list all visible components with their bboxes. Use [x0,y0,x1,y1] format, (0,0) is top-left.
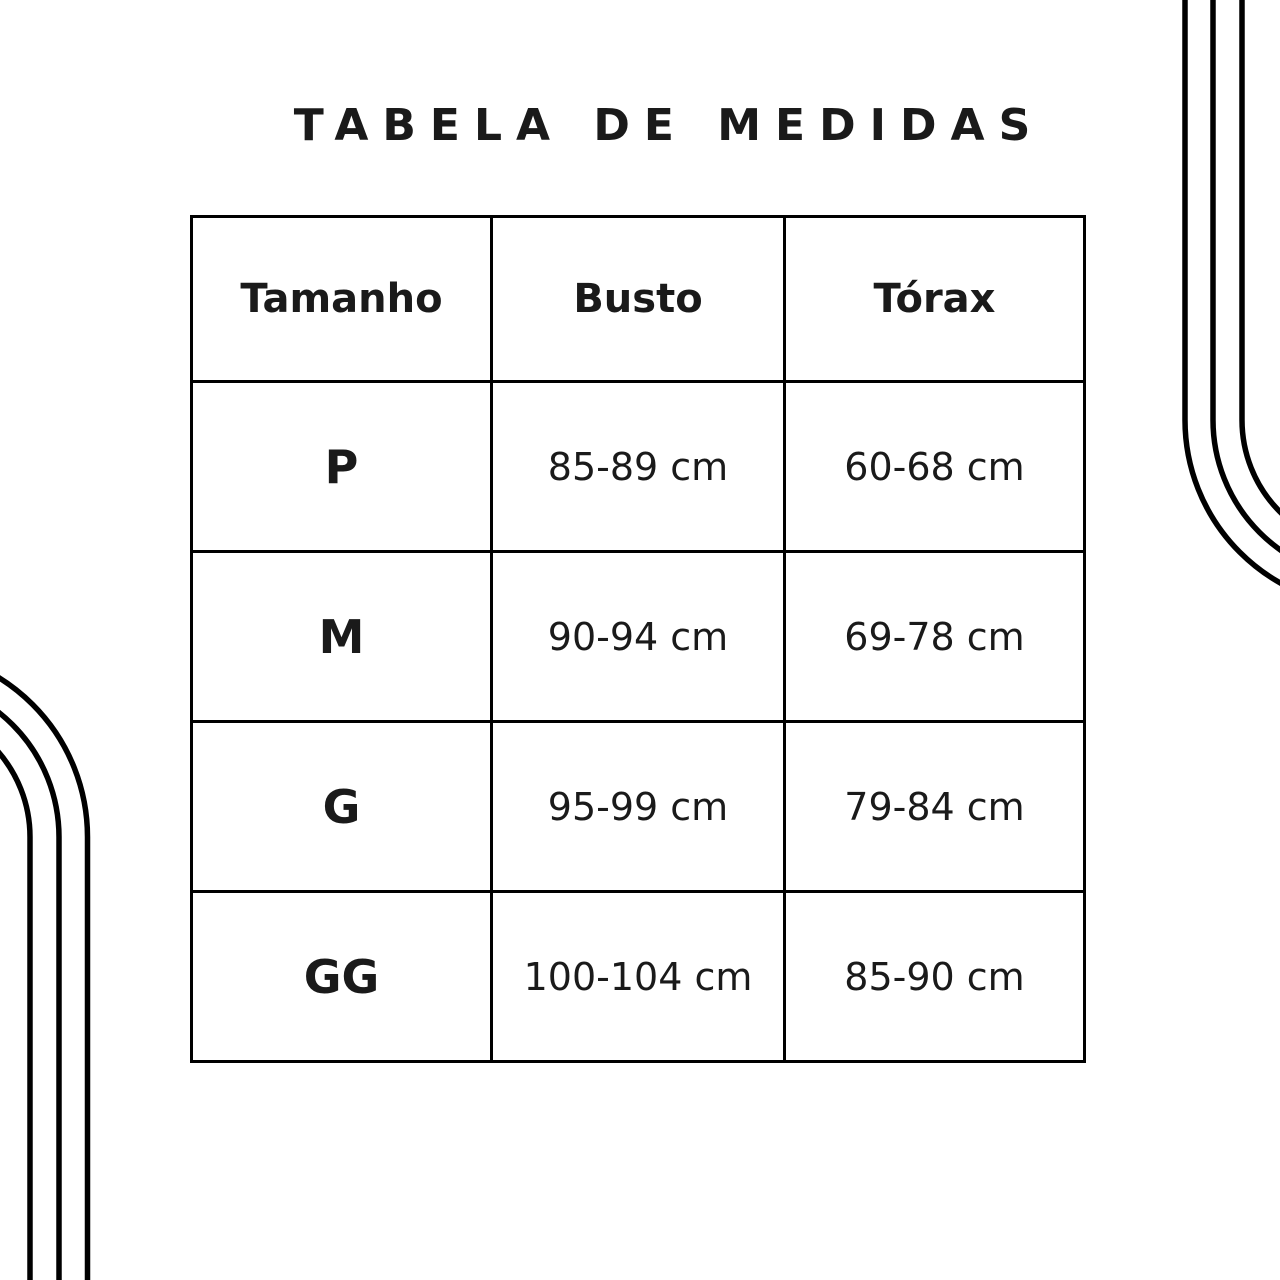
busto-value: 85-89 cm [490,380,786,553]
table-row-gg: GG 100-104 cm 85-90 cm [190,890,1086,1063]
page-title: TABELA DE MEDIDAS [293,100,1045,151]
table-header-row: Tamanho Busto Tórax [190,215,1086,383]
size-label: P [190,380,493,553]
torax-value: 69-78 cm [783,550,1086,723]
column-header-tamanho: Tamanho [190,215,493,383]
size-label: M [190,550,493,723]
size-label: G [190,720,493,893]
table-row-p: P 85-89 cm 60-68 cm [190,380,1086,553]
column-header-busto: Busto [490,215,786,383]
column-header-torax: Tórax [783,215,1086,383]
torax-value: 60-68 cm [783,380,1086,553]
top-right-arc-lines-decoration [1182,0,1280,586]
size-table: Tamanho Busto Tórax P 85-89 cm 60-68 cm … [190,215,1086,1063]
size-label: GG [190,890,493,1063]
table-row-g: G 95-99 cm 79-84 cm [190,720,1086,893]
bottom-left-arc-lines-decoration [0,675,91,1280]
busto-value: 100-104 cm [490,890,786,1063]
torax-value: 85-90 cm [783,890,1086,1063]
busto-value: 90-94 cm [490,550,786,723]
busto-value: 95-99 cm [490,720,786,893]
torax-value: 79-84 cm [783,720,1086,893]
table-row-m: M 90-94 cm 69-78 cm [190,550,1086,723]
